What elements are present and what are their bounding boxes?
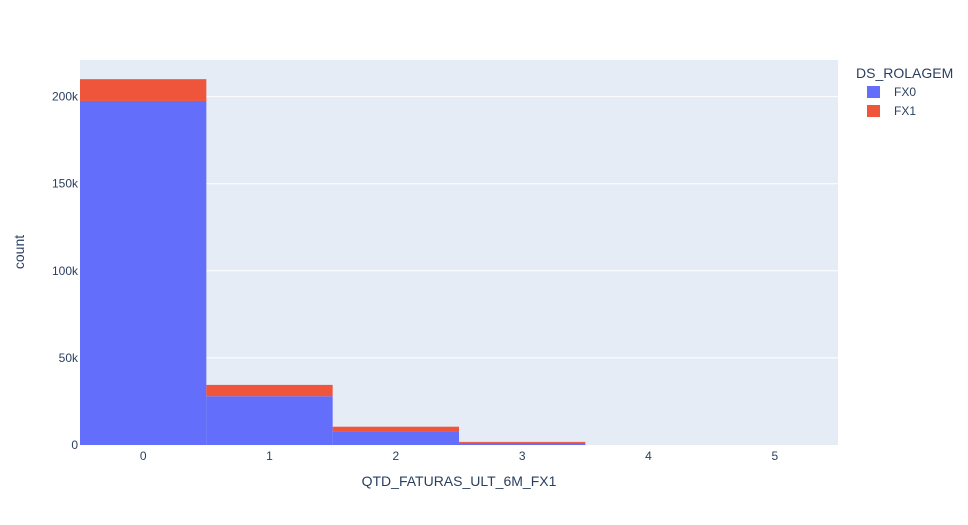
bar-fx0-0 [80,100,207,446]
bar-fx1-1 [206,384,333,397]
legend-swatch-fx1 [867,105,880,117]
legend-swatch-fx0 [867,86,880,98]
x-tick-label: 3 [519,449,526,463]
legend-label-fx0: FX0 [894,85,916,99]
x-tick-label: 5 [771,449,778,463]
legend-label-fx1: FX1 [894,104,916,118]
y-tick-label: 50k [59,351,79,365]
bar-fx1-0 [80,79,207,101]
bars [80,79,586,446]
legend-title: DS_ROLAGEM [856,65,953,81]
bar-fx0-1 [206,396,333,445]
x-tick-label: 0 [140,449,147,463]
legend: DS_ROLAGEM FX0 FX1 [856,65,953,118]
x-axis-ticks: 0 1 2 3 4 5 [140,449,779,463]
x-axis-title: QTD_FATURAS_ULT_6M_FX1 [362,473,557,489]
bar-fx0-3 [459,442,586,445]
y-tick-label: 150k [52,177,79,191]
y-tick-label: 100k [52,264,79,278]
bar-fx0-2 [332,431,459,445]
x-tick-label: 1 [266,449,273,463]
bar-fx1-2 [332,426,459,432]
y-tick-label: 200k [52,90,79,104]
bar-fx1-3 [459,441,586,443]
y-axis-ticks: 0 50k 100k 150k 200k [52,90,79,452]
x-tick-label: 4 [645,449,652,463]
y-tick-label: 0 [71,438,78,452]
x-tick-label: 2 [392,449,399,463]
y-axis-title: count [11,235,27,269]
